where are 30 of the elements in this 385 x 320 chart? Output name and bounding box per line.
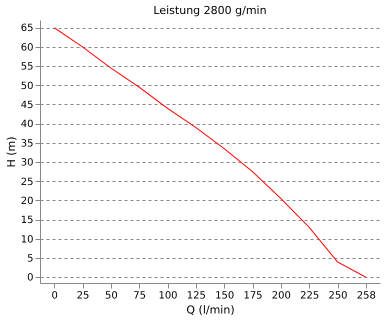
y-tick-label: 50 <box>20 80 34 92</box>
y-tick-label: 35 <box>20 138 34 150</box>
y-tick-label: 25 <box>20 176 34 188</box>
y-tick-label: 65 <box>20 23 34 34</box>
chart-title: Leistung 2800 g/min <box>153 4 267 17</box>
y-tick-label: 40 <box>20 119 34 130</box>
x-tick-label: 225 <box>300 290 320 302</box>
x-tick-label: 50 <box>104 290 118 302</box>
y-tick-label: 30 <box>20 158 34 169</box>
x-tick-label: 175 <box>243 290 263 302</box>
x-tick-label: 0 <box>51 290 58 302</box>
x-tick-label: 200 <box>272 290 291 302</box>
x-tick-label: 75 <box>133 290 146 302</box>
x-tick-label: 258 <box>356 290 376 302</box>
y-axis-title: H (m) <box>4 136 18 168</box>
x-tick-label: 125 <box>186 290 206 302</box>
y-tick-label: 15 <box>20 215 34 226</box>
y-tick-label: 0 <box>27 272 34 284</box>
y-tick-label: 20 <box>20 196 34 207</box>
y-tick-label: 55 <box>20 62 34 73</box>
x-tick-label: 100 <box>158 290 178 302</box>
line-series <box>54 27 366 278</box>
y-tick-label: 10 <box>20 234 34 246</box>
y-tick-label: 45 <box>20 100 34 111</box>
y-tick-label: 5 <box>27 254 34 265</box>
x-tick-label: 25 <box>76 290 90 302</box>
y-tick-label: 60 <box>20 42 34 54</box>
x-tick-label: 250 <box>328 290 348 302</box>
x-tick-label: 150 <box>215 290 234 302</box>
x-axis-title: Q (l/min) <box>186 304 235 316</box>
